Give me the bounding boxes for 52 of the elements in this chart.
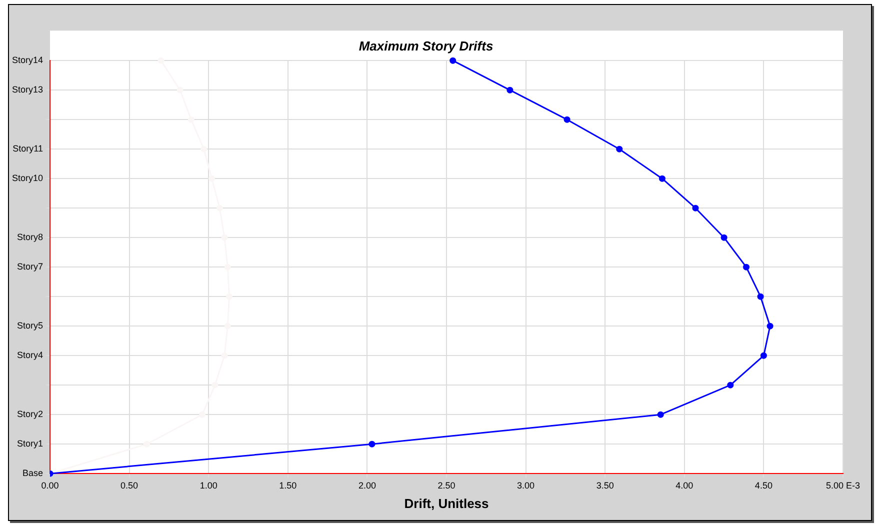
y-tick-label: Story2 — [17, 409, 44, 420]
x-tick-label: 4.50 — [754, 480, 772, 490]
point — [158, 57, 164, 64]
y-tick-label: Story11 — [12, 144, 44, 154]
y-tick-label: Story8 — [17, 232, 44, 242]
y-tick-label: Story10 — [12, 173, 44, 184]
x-tick-label: 3.00 — [517, 480, 535, 490]
point — [224, 264, 231, 270]
x-tick-label: 0.00 — [41, 480, 59, 490]
point — [760, 352, 767, 359]
y-tick-label: Story14 — [12, 55, 44, 66]
point — [506, 86, 514, 94]
point — [188, 116, 194, 123]
x-tick-label: 1.50 — [279, 480, 297, 490]
x-tick-label: 1.00 — [200, 480, 218, 490]
x-tick-label: 2.50 — [438, 480, 456, 490]
chart-title: Maximum Story Drifts — [358, 38, 494, 54]
x-tick-label: 4.00 — [676, 480, 694, 490]
point — [226, 293, 232, 300]
x-axis-title: Drift, Unitless — [404, 496, 489, 511]
point — [727, 382, 734, 388]
point — [564, 116, 570, 123]
point — [224, 322, 231, 330]
point — [199, 411, 206, 418]
point — [221, 234, 228, 241]
y-tick-label: Story7 — [17, 262, 44, 272]
point — [616, 146, 623, 152]
x-tick-label: 0.50 — [120, 480, 138, 490]
point — [657, 411, 664, 418]
point — [757, 293, 764, 300]
y-tick-label: Story4 — [17, 350, 44, 360]
point — [368, 440, 376, 448]
point — [450, 57, 456, 64]
point — [216, 204, 223, 212]
y-tick-label: Base — [22, 468, 44, 478]
point — [221, 352, 228, 359]
y-tick-label: Story5 — [17, 320, 44, 331]
point — [658, 175, 666, 182]
point — [692, 204, 699, 212]
point — [176, 86, 184, 94]
x-tick-label: 5.00 E-3 — [826, 480, 860, 490]
point — [200, 146, 208, 152]
point — [212, 382, 218, 388]
point — [766, 322, 774, 330]
y-tick-label: Story1 — [17, 438, 44, 449]
x-tick-label: 2.00 — [358, 480, 376, 490]
point — [743, 264, 750, 270]
point — [208, 175, 216, 182]
point — [720, 234, 728, 241]
point — [144, 440, 150, 448]
x-tick-label: 3.50 — [596, 480, 614, 490]
y-tick-label: Story13 — [12, 84, 44, 95]
